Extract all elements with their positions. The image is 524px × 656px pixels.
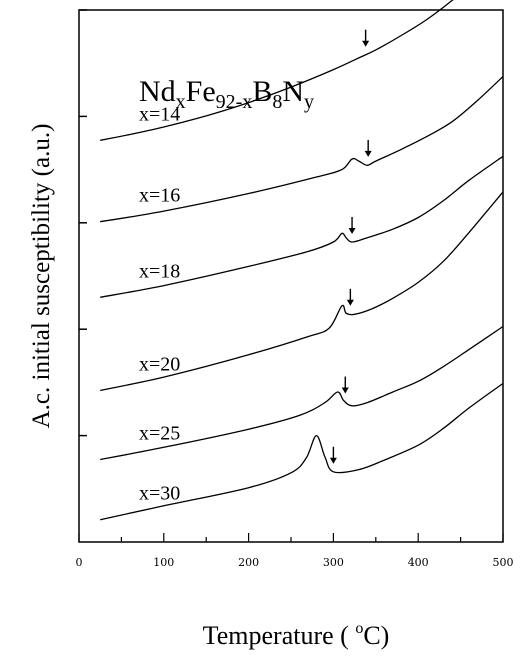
formula-element: Nd [139,75,176,108]
chart-formula: NdxFe92-xB8Ny [139,75,314,113]
curve-label: x=25 [139,423,180,445]
series-curve-x-18 [100,155,504,298]
curve-labels-group: x=14 x=16 x=18 x=20 x=25 x=30 [139,103,180,504]
series-curve-x-14 [100,0,454,141]
x-axis-label-main: Temperature ( [203,621,356,650]
y-axis-ticks [79,9,87,437]
transition-arrow-head [346,299,354,306]
formula-subscript: x [176,91,186,113]
transition-arrow-head [348,227,356,234]
curves-group [100,0,504,521]
transition-arrow-head [329,457,337,464]
transition-arrow-head [362,40,370,47]
arrows-group [329,29,372,464]
transition-arrow-head [364,150,372,157]
formula-element: N [282,75,304,108]
series-curve-x-16 [100,76,504,223]
x-tick-label: 400 [408,556,429,569]
x-axis-label-degree: o [355,620,363,637]
curve-label: x=16 [139,185,180,207]
series-curve-x-25 [100,325,504,461]
y-axis-label: A.c. initial susceptibility (a.u.) [28,124,55,429]
x-tick-label: 300 [323,556,344,569]
x-tick-label: 500 [493,556,514,569]
curve-label: x=18 [139,260,180,282]
x-tick-label: 0 [76,556,83,569]
curve-label: x=20 [139,353,180,375]
x-tick-label: 200 [238,556,259,569]
x-axis-label: Temperature ( oC) [203,620,390,650]
series-curve-x-20 [100,191,504,392]
x-axis-ticks: 0 100 200 300 400 500 [76,533,514,569]
formula-subscript: 8 [272,91,282,113]
formula-subscript: y [304,91,314,113]
series-curve-x-30 [100,382,504,521]
curve-label: x=30 [139,483,180,505]
transition-arrow-head [341,387,349,394]
x-axis-label-unit: C) [363,621,389,650]
x-tick-label: 100 [153,556,174,569]
formula-element: Fe [186,75,216,108]
curve-label: x=14 [139,103,180,125]
formula-subscript: 92-x [216,91,253,113]
formula-element: B [252,75,272,108]
